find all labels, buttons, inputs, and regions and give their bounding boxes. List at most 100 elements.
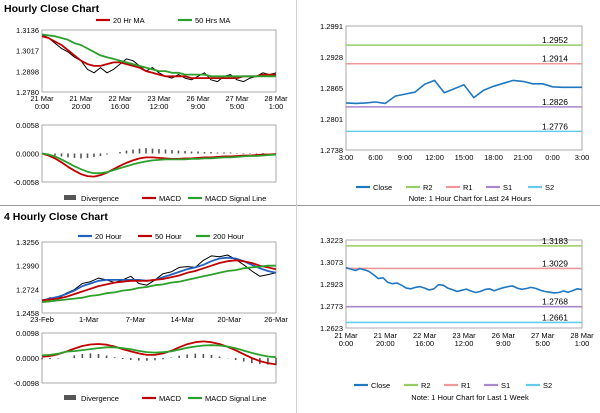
series-close — [345, 266, 583, 294]
x-tick-label: 16:00 — [111, 102, 130, 111]
x-tick-label: 9:00 — [191, 102, 206, 111]
level-label-s1: 1.2768 — [542, 297, 568, 307]
legend-r2-label: R2 — [423, 183, 433, 192]
y-tick-label: -0.0098 — [14, 379, 39, 388]
y-tick-label: 1.2458 — [16, 309, 39, 318]
x-tick-label: 7-Mar — [126, 315, 146, 324]
y-tick-label: 1.2780 — [16, 88, 39, 97]
y-tick-label: 1.2724 — [16, 285, 39, 294]
level-label-s2: 1.2776 — [542, 121, 568, 131]
legend-200-hour-label: 200 Hour — [213, 232, 244, 241]
x-tick-label: 23-Feb — [30, 315, 54, 324]
x-tick-label: 0:00 — [35, 102, 50, 111]
level-label-s1: 1.2826 — [542, 97, 568, 107]
plot-frame — [41, 241, 277, 314]
y-tick-label: 0.0000 — [16, 354, 39, 363]
x-tick-label: 27 Mar — [225, 94, 249, 103]
x-tick-label: 1:00 — [575, 339, 590, 348]
legend-s1-label: S1 — [503, 183, 512, 192]
x-tick-label: 9:00 — [496, 339, 511, 348]
x-tick-label: 22 Mar — [108, 94, 132, 103]
x-tick-label: 15:00 — [455, 153, 474, 162]
x-tick-label: 28 Mar — [570, 331, 594, 340]
series-close — [345, 79, 582, 105]
series-50-hrs-ma — [41, 33, 276, 78]
section-divider — [0, 205, 600, 206]
x-tick-label: 21 Mar — [334, 331, 358, 340]
y-tick-label: 1.3256 — [16, 238, 39, 247]
legend-s2-label: S2 — [543, 381, 552, 390]
x-tick-label: 1-Mar — [79, 315, 99, 324]
x-tick-label: 1:00 — [269, 102, 284, 111]
y-tick-label: 0.0098 — [16, 330, 39, 338]
x-tick-label: 5:00 — [535, 339, 550, 348]
series-macd — [41, 340, 277, 366]
legend-close-label: Close — [371, 381, 390, 390]
legend-divergence-swatch — [64, 195, 76, 200]
y-tick-label: 1.2623 — [320, 324, 343, 333]
series-macd-signal-line — [41, 152, 277, 175]
plot-frame — [41, 29, 277, 93]
series-macd-signal-line — [41, 344, 277, 359]
legend-divergence-label: Divergence — [81, 194, 119, 203]
y-tick-label: 0.0000 — [16, 150, 39, 159]
legend-s2-label: S2 — [545, 183, 554, 192]
x-tick-label: 26 Mar — [492, 331, 516, 340]
legend-macd-signal-label: MACD Signal Line — [205, 394, 266, 403]
y-tick-label: 1.3136 — [16, 26, 39, 35]
y-tick-label: 1.2990 — [16, 262, 39, 271]
y-tick-label: 1.2865 — [320, 84, 343, 93]
x-tick-label: 12:00 — [425, 153, 444, 162]
series-20-hr-ma — [41, 35, 276, 79]
x-tick-label: 0:00 — [545, 153, 560, 162]
legend-macd-label: MACD — [159, 194, 182, 203]
x-tick-label: 18:00 — [484, 153, 503, 162]
legend-50-hrs-ma-label: 50 Hrs MA — [195, 16, 230, 25]
legend-divergence-label: Divergence — [81, 394, 119, 403]
legend-r2-label: R2 — [421, 381, 431, 390]
y-tick-label: 1.2898 — [16, 67, 39, 76]
hourly-section-title: Hourly Close Chart — [4, 3, 100, 15]
level-label-r2: 1.3183 — [542, 236, 568, 246]
x-tick-label: 12:00 — [150, 102, 169, 111]
x-tick-label: 12:00 — [455, 339, 474, 348]
y-tick-label: 1.2773 — [320, 302, 343, 311]
plot-frame — [345, 239, 583, 329]
level-label-s2: 1.2661 — [542, 312, 568, 322]
legend-macd-signal-label: MACD Signal Line — [205, 194, 266, 203]
x-tick-label: 28 Mar — [264, 94, 288, 103]
legend-close-label: Close — [373, 183, 392, 192]
plot-frame — [41, 332, 277, 384]
chart-note: Note: 1 Hour Chart for Last 1 Week — [411, 393, 529, 402]
y-tick-label: 1.2738 — [320, 146, 343, 155]
y-tick-label: 0.0058 — [16, 121, 39, 130]
y-tick-label: 1.2928 — [320, 53, 343, 62]
y-tick-label: 1.3223 — [320, 236, 343, 245]
x-tick-label: 9:00 — [398, 153, 413, 162]
level-label-r1: 1.2914 — [542, 54, 568, 64]
legend-r1-label: R1 — [461, 381, 471, 390]
y-tick-label: 1.3017 — [16, 47, 39, 56]
x-tick-label: 21 Mar — [30, 94, 54, 103]
x-tick-label: 26 Mar — [186, 94, 210, 103]
x-tick-label: 3:00 — [339, 153, 354, 162]
y-tick-label: 1.3073 — [320, 258, 343, 267]
four-hourly-macd-chart: 0.0098 0.0000 -0.0098 Divergence MACD MACD Si… — [14, 330, 277, 403]
hourly-macd-chart: 0.0058 0.0000 -0.0058 Divergence MACD MACD Si… — [14, 121, 277, 203]
legend-s1-label: S1 — [501, 381, 510, 390]
x-tick-label: 14-Mar — [171, 315, 195, 324]
x-tick-label: 16:00 — [415, 339, 434, 348]
legend-20-hr-ma-label: 20 Hr MA — [113, 16, 145, 25]
legend-20-hour-label: 20 Hour — [95, 232, 122, 241]
x-tick-label: 21:00 — [514, 153, 533, 162]
x-tick-label: 6:00 — [368, 153, 383, 162]
x-tick-label: 27 Mar — [531, 331, 555, 340]
series-50-hour — [41, 259, 277, 302]
x-tick-label: 0:00 — [339, 339, 354, 348]
x-tick-label: 3:00 — [575, 153, 590, 162]
x-tick-label: 26-Mar — [264, 315, 288, 324]
x-tick-label: 5:00 — [230, 102, 245, 111]
chart-note: Note: 1 Hour Chart for Last 24 Hours — [409, 194, 532, 203]
legend-r1-label: R1 — [463, 183, 473, 192]
